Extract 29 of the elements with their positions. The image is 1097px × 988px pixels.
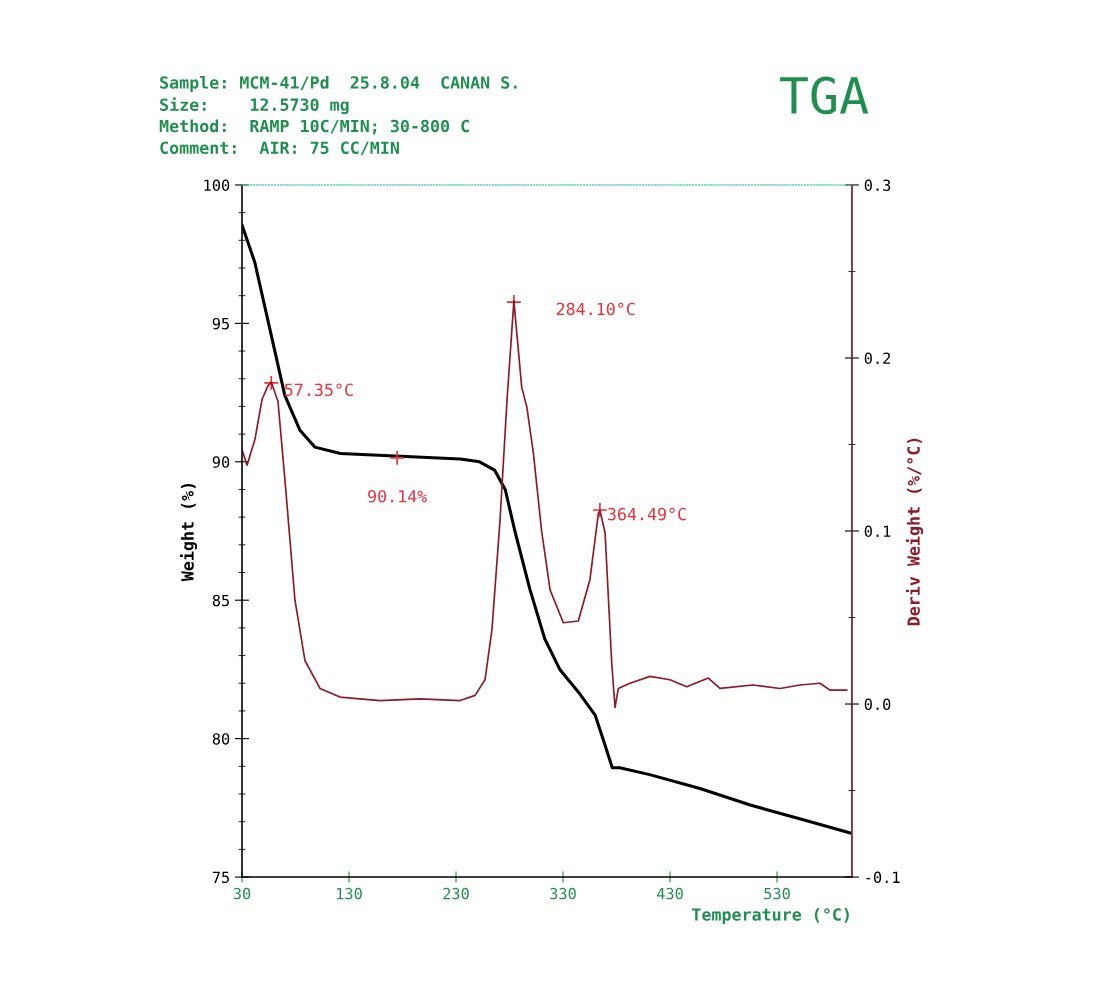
y2-tick-label: 0.2	[864, 352, 891, 365]
chart-title: TGA	[780, 76, 869, 115]
y-tick-label: 85	[212, 594, 229, 607]
y2-tick-label: -0.1	[866, 871, 900, 884]
text: Method: RAMP 10C/MIN; 30-800 C	[159, 119, 469, 135]
y2-tick-label: 0.0	[864, 698, 891, 711]
y2-axis-title: Deriv Weight (%/°C)	[906, 438, 924, 626]
x-tick-label: 430	[656, 887, 683, 900]
x-tick-label: 530	[764, 887, 790, 900]
y-tick-label: 90	[212, 456, 230, 468]
x-axis-title: Temperature (°C)	[692, 907, 849, 925]
x-tick-label: 30	[233, 887, 251, 900]
annotation: 364.49°C	[607, 507, 686, 521]
x-tick-label: 330	[550, 887, 576, 900]
x-tick-label: 130	[337, 887, 362, 900]
y-axis-title: Weight (%)	[180, 483, 198, 582]
text: Size: 12.5730 mg	[160, 97, 349, 115]
text: Comment: AIR: 75 CC/MIN	[160, 141, 399, 156]
y2-tick-label: 0.3	[864, 179, 891, 192]
y-tick-label: 80	[212, 733, 230, 745]
text: Sample: MCM-41/Pd 25.8.04 CANAN S.	[160, 75, 517, 93]
y2-tick-label: 0.1	[864, 525, 891, 538]
annotation: 57.35°C	[284, 383, 353, 397]
x-tick-label: 230	[443, 887, 469, 900]
y-tick-label: 95	[212, 317, 229, 330]
y-tick-label: 100	[204, 179, 230, 192]
annotation: 284.10°C	[556, 302, 635, 316]
y-tick-label: 75	[212, 871, 229, 884]
annotation: 90.14%	[368, 489, 427, 503]
